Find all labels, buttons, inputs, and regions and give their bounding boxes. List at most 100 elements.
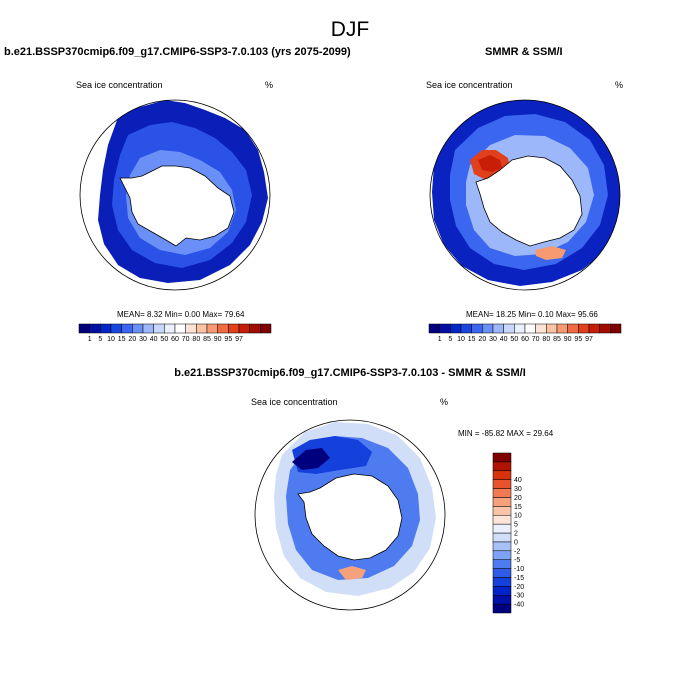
panel-3-colorbar-swatch — [492, 541, 512, 552]
panel-3-colorbar-tick-label: -2 — [514, 548, 520, 555]
panel-3-positive-anomaly — [338, 566, 366, 580]
panel-1-stats: MEAN= 8.32 Min= 0.00 Max= 79.64 — [117, 310, 245, 319]
panel-3-units-label: % — [440, 397, 449, 407]
panel-1-colorbar-swatch — [185, 323, 197, 334]
panel-2-colorbar-swatch — [610, 323, 622, 334]
panel-2-colorbar-swatch — [588, 323, 600, 334]
panel-2-map-border — [429, 99, 621, 291]
panel-3-colorbar-swatch — [492, 594, 512, 605]
panel-2-colorbar-swatch — [546, 323, 558, 334]
panel-2-colorbar-swatch — [535, 323, 547, 334]
panel-1-colorbar-swatch — [100, 323, 112, 334]
panel-1-colorbar-tick-label: 40 — [150, 336, 158, 343]
panel-2-colorbar-swatch — [482, 323, 494, 334]
panel-3-colorbar-tick-label: -15 — [514, 575, 524, 582]
panel-1-units-label: % — [265, 80, 274, 90]
panel-3-colorbar-tick-label: 40 — [514, 477, 522, 484]
panel-2-colorbar-swatch — [450, 323, 462, 334]
panel-2-colorbar-swatch — [492, 323, 504, 334]
panel-2-colorbar-tick-label: 50 — [510, 336, 518, 343]
panel-3-colorbar-swatch — [492, 479, 512, 489]
panel-1-colorbar-tick-label: 10 — [107, 336, 115, 343]
panel-1-colorbar-swatch — [78, 323, 90, 334]
panel-2-colorbar-swatch — [428, 323, 440, 334]
panel-3-colorbar-swatch — [492, 603, 512, 614]
panel-2-colorbar-swatch — [556, 323, 568, 334]
panel-3-colorbar-tick-label: 30 — [514, 486, 522, 493]
panel-3-colorbar-swatch — [492, 559, 512, 569]
panel-2-colorbar-tick-label: 1 — [438, 336, 442, 343]
panel-3-colorbar-tick-label: -20 — [514, 584, 524, 591]
panel-1-colorbar-swatch — [89, 323, 101, 334]
panel-1-colorbar-swatch — [206, 323, 218, 334]
panel-2-colorbar-tick-label: 95 — [574, 336, 582, 343]
panel-1-colorbar-tick-label: 20 — [128, 336, 136, 343]
panel-2-weddell-high — [535, 246, 566, 260]
panel-1-colorbar-swatch — [164, 323, 176, 334]
panel-3-colorbar-tick-label: -30 — [514, 593, 524, 600]
panel-2-colorbar-tick-label: 97 — [585, 336, 593, 343]
panel-1-colorbar-tick-label: 30 — [139, 336, 147, 343]
panel-1-colorbar-swatch — [132, 323, 144, 334]
panel-2-colorbar-swatch — [578, 323, 590, 334]
panel-2-colorbar-swatch — [460, 323, 472, 334]
panel-2-colorbar: 1 5 10 15 20 30 40 50 60 70 80 85 90 95 97 — [428, 323, 622, 343]
panel-1-colorbar-swatch — [142, 323, 154, 334]
panel-3-title: b.e21.BSSP370cmip6.f09_g17.CMIP6-SSP3-7.… — [174, 367, 526, 379]
panel-1-colorbar-swatch — [110, 323, 122, 334]
panel-1-colorbar-tick-label: 5 — [98, 336, 102, 343]
panel-3-colorbar-tick-label: 2 — [514, 531, 518, 538]
panel-1-colorbar-swatch — [260, 323, 272, 334]
panel-1-colorbar-swatch — [196, 323, 208, 334]
panel-3-colorbar-swatch — [492, 470, 512, 480]
panel-1-colorbar-swatch — [174, 323, 186, 334]
panel-3-colorbar-swatch — [492, 523, 512, 534]
panel-1-colorbar-swatch — [121, 323, 133, 334]
panel-2-colorbar-tick-label: 85 — [553, 336, 561, 343]
panel-2-ross-sea-core — [478, 155, 502, 172]
panel-2-antarctica — [475, 155, 583, 247]
panel-3-colorbar-tick-label: -5 — [514, 557, 520, 564]
panel-3-colorbar-tick-label: 10 — [514, 513, 522, 520]
panel-3-colorbar-swatch — [492, 577, 512, 587]
panel-2-colorbar-swatch — [503, 323, 515, 334]
panel-2-map — [429, 99, 621, 291]
panel-1-colorbar-swatch — [238, 323, 250, 334]
panel-1-colorbar-tick-label: 50 — [160, 336, 168, 343]
panel-2-colorbar-swatch — [524, 323, 536, 334]
panel-3-diff-darkest — [292, 448, 330, 470]
panel-2-colorbar-swatch — [514, 323, 526, 334]
panel-1-colorbar-tick-label: 80 — [192, 336, 200, 343]
panel-1-colorbar-swatch — [249, 323, 261, 334]
panel-3-colorbar-swatch — [492, 568, 512, 578]
panel-3-antarctica — [297, 473, 403, 561]
panel-1-colorbar-swatch — [217, 323, 229, 334]
panel-3-colorbar-tick-label: -10 — [514, 566, 524, 573]
panel-2-colorbar-swatch — [567, 323, 579, 334]
panel-1-colorbar-tick-label: 85 — [203, 336, 211, 343]
panel-3-stats: MIN = -85.82 MAX = 29.64 — [458, 429, 554, 438]
panel-2-colorbar-tick-label: 70 — [532, 336, 540, 343]
panel-1-title: b.e21.BSSP370cmip6.f09_g17.CMIP6-SSP3-7.… — [4, 46, 351, 58]
panel-1-colorbar-tick-label: 90 — [214, 336, 222, 343]
panel-3-colorbar-swatch — [492, 586, 512, 596]
panel-2-colorbar-tick-label: 15 — [468, 336, 476, 343]
panel-1-variable-label: Sea ice concentration — [76, 80, 163, 90]
panel-3-colorbar-swatch — [492, 532, 512, 543]
panel-3-map-border — [254, 419, 446, 611]
panel-2-colorbar-tick-label: 10 — [457, 336, 465, 343]
panel-2-title: SMMR & SSM/I — [485, 46, 563, 58]
panel-2-colorbar-tick-label: 90 — [564, 336, 572, 343]
panel-3-colorbar-tick-label: 15 — [514, 504, 522, 511]
panel-3-map — [254, 419, 446, 611]
panel-3-colorbar-tick-label: 5 — [514, 522, 518, 529]
panel-2-colorbar-tick-label: 20 — [478, 336, 486, 343]
panel-3-colorbar-swatch — [492, 497, 512, 507]
panel-2-variable-label: Sea ice concentration — [426, 80, 513, 90]
panel-1-colorbar-tick-label: 1 — [88, 336, 92, 343]
panel-1-colorbar-tick-label: 95 — [224, 336, 232, 343]
panel-2-stats: MEAN= 18.25 Min= 0.10 Max= 95.66 — [466, 310, 598, 319]
panel-2-colorbar-swatch — [599, 323, 611, 334]
